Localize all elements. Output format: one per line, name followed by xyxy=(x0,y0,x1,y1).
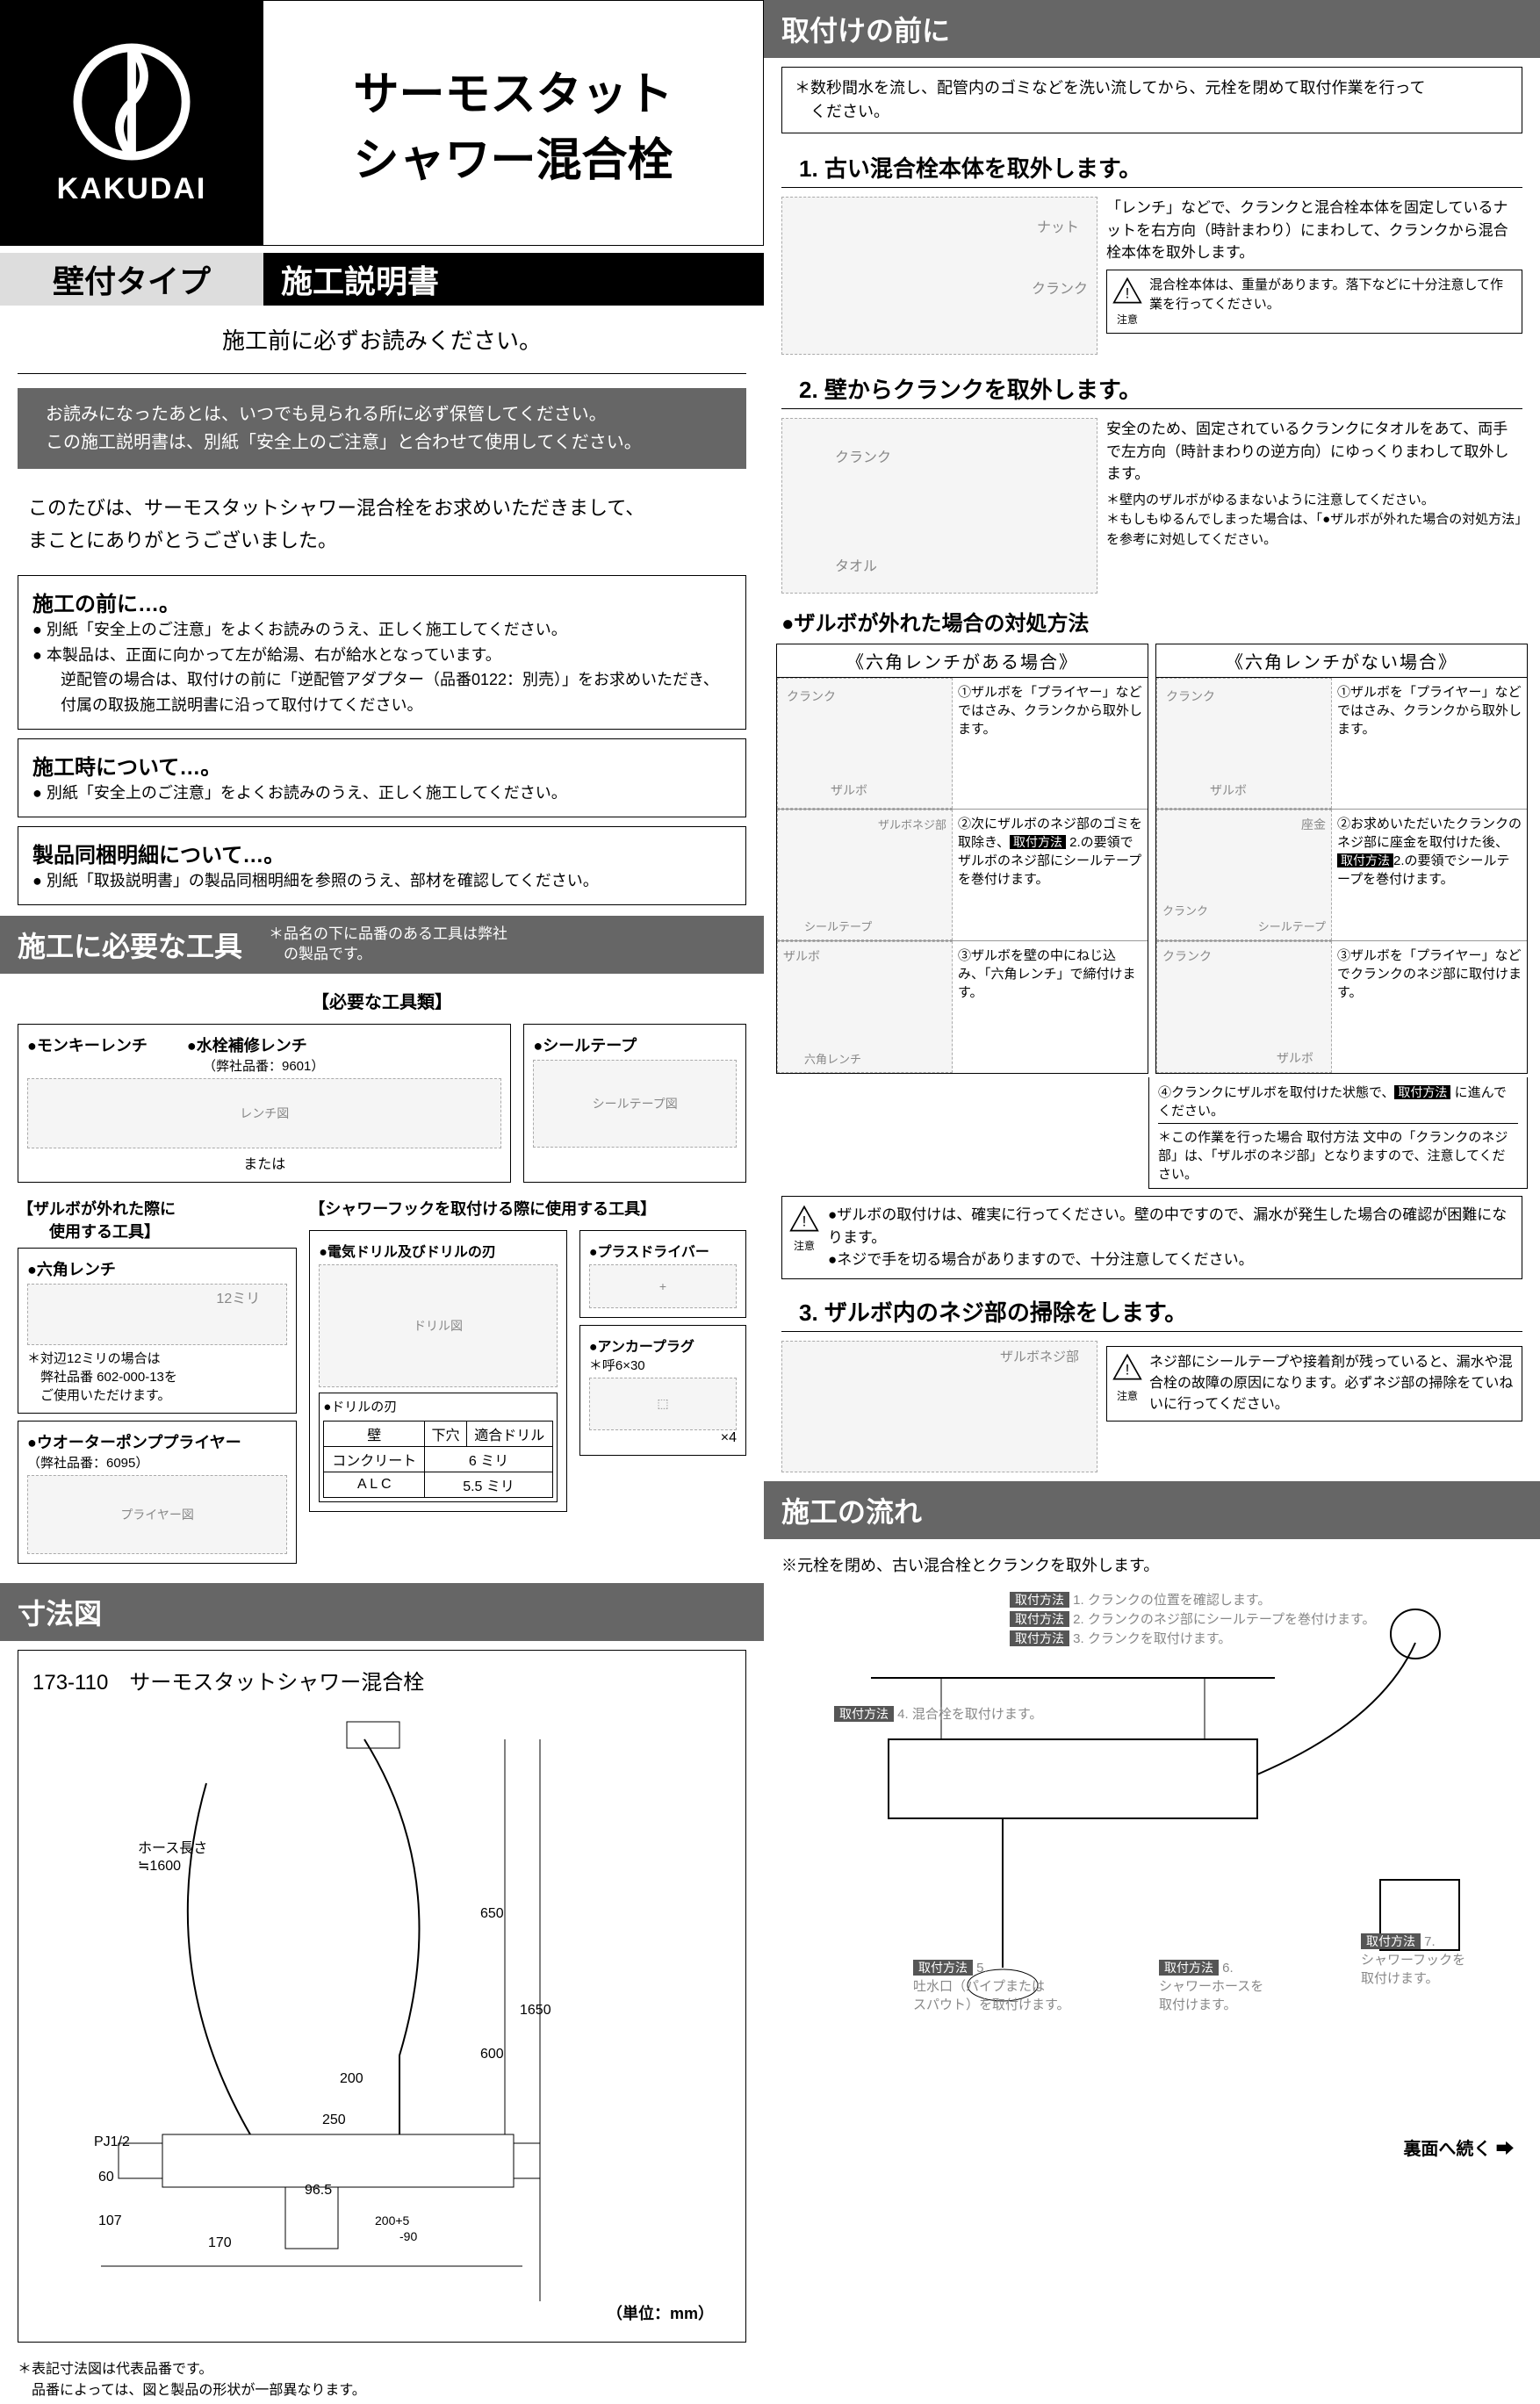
product-title: サーモスタット シャワー混合栓 xyxy=(263,0,764,246)
read-before-note: 施工前に必ずお読みください。 xyxy=(18,306,746,374)
before-install-header: 取付けの前に xyxy=(764,0,1540,58)
tools-area: 【必要な工具類】 ●モンキーレンチ ●水栓補修レンチ （弊社品番：9601） レ… xyxy=(0,974,764,1573)
info-before: 施工の前に…。 ● 別紙「安全上のご注意」をよくお読みのうえ、正しく施工してくだ… xyxy=(18,575,746,730)
step3-title: 3. ザルボ内のネジ部の掃除をします。 xyxy=(781,1286,1522,1332)
thanks-message: このたびは、サーモスタットシャワー混合栓をお求めいただきまして、 まことにありが… xyxy=(0,483,764,566)
z2-1-diagram: クランク ザルボ xyxy=(1156,678,1332,809)
kakudai-logo-icon xyxy=(70,40,193,163)
step3-diagram: ザルボネジ部 xyxy=(781,1341,1097,1472)
flow-header: 施工の流れ xyxy=(764,1481,1540,1539)
brand-name: KAKUDAI xyxy=(57,172,207,206)
svg-text:!: ! xyxy=(1126,1361,1130,1378)
mount-type: 壁付タイプ xyxy=(0,253,263,306)
drill-diagram: ドリル図 xyxy=(319,1264,558,1387)
step1-diagram: ナット クランク xyxy=(781,197,1097,355)
flush-note: ＊数秒間水を流し、配管内のゴミなどを洗い流してから、元栓を閉めて取付作業を行って… xyxy=(781,67,1522,133)
driver-diagram: + xyxy=(589,1264,737,1308)
keep-note: お読みになったあとは、いつでも見られる所に必ず保管してください。 この施工説明書… xyxy=(18,388,746,469)
info-during: 施工時について…。 ● 別紙「安全上のご注意」をよくお読みのうえ、正しく施工して… xyxy=(18,738,746,817)
z1-3-diagram: ザルボ 六角レンチ xyxy=(777,941,953,1073)
dimension-note: ＊表記寸法図は代表品番です。 品番によっては、図と製品の形状が一部異なります。 xyxy=(0,2351,764,2404)
dimensions-header: 寸法図 xyxy=(0,1583,764,1641)
pliers-diagram: プライヤー図 xyxy=(27,1475,287,1554)
zarubo-with-hex: 《六角レンチがある場合》 クランク ザルボ ①ザルボを「プライヤー」などではさみ… xyxy=(776,644,1148,1074)
brand-logo-box: KAKUDAI xyxy=(0,0,263,246)
zarubo-without-hex: 《六角レンチがない場合》 クランク ザルボ ①ザルボを「プライヤー」などではさみ… xyxy=(1155,644,1528,1074)
drill-table: 壁下穴適合ドリル コンクリート6 ミリ A L C5.5 ミリ xyxy=(323,1421,553,1498)
caution-icon: ! xyxy=(1112,276,1142,306)
z2-2-diagram: 座金 クランク シールテープ xyxy=(1156,810,1332,940)
svg-text:!: ! xyxy=(1126,284,1130,301)
dimensions-box: 173-110 サーモスタットシャワー混合栓 ホース長さ ≒1600 650 1… xyxy=(18,1650,746,2343)
tools-section-header: 施工に必要な工具 ＊品名の下に品番のある工具は弊社 の製品です。 xyxy=(0,916,764,974)
flow-note: ※元栓を閉め、古い混合栓とクランクを取外します。 xyxy=(781,1548,1522,1581)
caution-icon: ! xyxy=(789,1204,819,1234)
sealtape-diagram: シールテープ図 xyxy=(533,1060,737,1148)
anchor-diagram: ⬚ xyxy=(589,1378,737,1430)
flow-diagram: 取付方法 1. クランクの位置を確認します。 取付方法 2. クランクのネジ部に… xyxy=(781,1581,1522,2038)
zarubo-extra-note: ④クランクにザルボを取付けた状態で、取付方法 に進んでください。 ＊この作業を行… xyxy=(1148,1077,1528,1189)
step2-diagram: クランク タオル xyxy=(781,418,1097,594)
continue-indicator: 裏面へ続く ➡ xyxy=(1403,2134,1514,2160)
zarubo-title: ●ザルボが外れた場合の対処方法 xyxy=(764,602,1540,640)
hex-diagram: 12ミリ xyxy=(27,1284,287,1345)
z1-2-diagram: ザルボネジ部 シールテープ xyxy=(777,810,953,940)
step2-title: 2. 壁からクランクを取外します。 xyxy=(781,363,1522,409)
caution-icon: ! xyxy=(1112,1352,1142,1382)
wrench-diagram: レンチ図 xyxy=(27,1078,501,1148)
step1-title: 1. 古い混合栓本体を取外します。 xyxy=(781,142,1522,188)
z2-3-diagram: クランク ザルボ xyxy=(1156,941,1332,1073)
dimension-diagram: ホース長さ ≒1600 650 1650 600 200 250 PJ1/2 6… xyxy=(32,1695,731,2328)
zarubo-caution: ! 注意 ●ザルボの取付けは、確実に行ってください。壁の中ですので、漏水が発生し… xyxy=(781,1196,1522,1279)
info-parts: 製品同梱明細について…。 ● 別紙「取扱説明書」の製品同梱明細を参照のうえ、部材… xyxy=(18,826,746,905)
svg-text:!: ! xyxy=(802,1213,807,1230)
doc-type: 施工説明書 xyxy=(263,253,764,306)
z1-1-diagram: クランク ザルボ xyxy=(777,678,953,809)
